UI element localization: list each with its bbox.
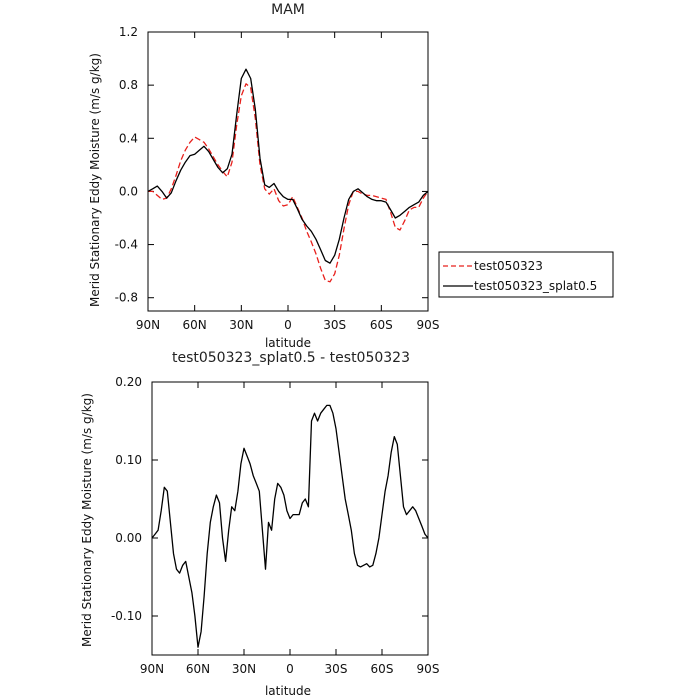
x-tick-label: 60N [186,662,210,676]
y-tick-label: 0.10 [115,453,142,467]
top-chart-y-ticks: 1.2 0.8 0.4 0.0 -0.4 -0.8 [115,25,428,305]
top-chart: MAM 90N 60N 30N 0 30S 60S 90S 1.2 0.8 0.4 0.0 -0.4… [88,2,614,350]
bottom-chart-title: test050323_splat0.5 - test050323 [172,350,410,366]
y-tick-label: 0.8 [119,78,138,92]
bottom-chart-y-axis-label: Merid Stationary Eddy Moisture (m/s g/kg… [80,393,94,647]
bottom-chart: test050323_splat0.5 - test050323 90N 60N 3… [80,350,439,698]
y-tick-label: 0.20 [115,375,142,389]
top-chart-title: MAM [271,2,305,18]
top-chart-lines [147,68,429,283]
series-line-difference [151,404,429,648]
y-tick-label: -0.10 [111,609,142,623]
bottom-chart-y-ticks: 0.20 0.10 0.00 -0.10 [111,375,428,623]
top-chart-x-axis-label: latitude [265,336,311,350]
x-tick-label: 30S [323,318,346,332]
x-tick-label: 30N [232,662,256,676]
bottom-chart-x-axis-label: latitude [265,684,311,698]
bottom-chart-lines [151,404,429,648]
y-tick-label: 1.2 [119,25,138,39]
bottom-chart-x-ticks: 90N 60N 30N 0 30S 60S 90S [140,382,440,676]
series-line-test050323-splat0-5 [147,68,429,264]
y-tick-label: -0.4 [115,238,138,252]
x-tick-label: 60S [371,662,394,676]
x-tick-label: 0 [284,318,292,332]
x-tick-label: 90N [140,662,164,676]
top-chart-y-axis-label: Merid Stationary Eddy Moisture (m/s g/kg… [88,53,102,307]
legend-label-splat: test050323_splat0.5 [474,279,597,293]
y-tick-label: 0.0 [119,184,138,198]
x-tick-label: 30N [229,318,253,332]
y-tick-label: -0.8 [115,291,138,305]
series-line-test050323 [148,83,429,283]
legend: test050323 test050323_splat0.5 [438,251,614,298]
x-tick-label: 0 [286,662,294,676]
legend-box [438,251,614,298]
top-chart-x-ticks: 90N 60N 30N 0 30S 60S 90S [136,32,440,332]
x-tick-label: 60S [370,318,393,332]
top-chart-frame [147,31,429,312]
x-tick-label: 90S [417,662,440,676]
x-tick-label: 90S [417,318,440,332]
legend-label-test050323: test050323 [474,259,543,273]
x-tick-label: 30S [325,662,348,676]
y-tick-label: 0.00 [115,531,142,545]
y-tick-label: 0.4 [119,131,138,145]
x-tick-label: 90N [136,318,160,332]
x-tick-label: 60N [183,318,207,332]
